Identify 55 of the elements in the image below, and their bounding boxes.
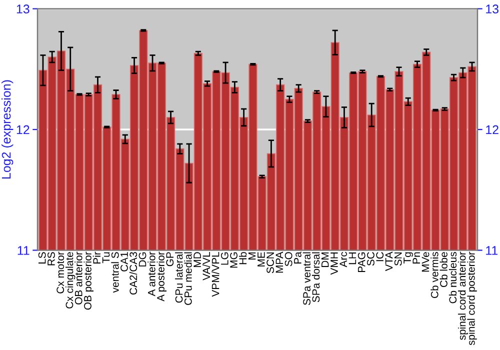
x-tick-label: PAG <box>358 252 366 272</box>
x-tick-label: SN <box>394 252 402 266</box>
x-tick-label: CA1 <box>120 252 128 272</box>
x-tick-label: Tu <box>102 252 110 264</box>
x-tick-label: LS <box>38 252 46 264</box>
x-tick-label: Arc <box>340 252 348 268</box>
x-tick-label: RS <box>48 252 55 266</box>
y2-tick-label: 13 <box>486 4 498 14</box>
x-tick-label: spinal cord posterior <box>467 252 477 346</box>
y-tick-label: 12 <box>16 125 30 134</box>
x-tick-label: Pa <box>294 252 302 264</box>
x-tick-label: SPa dorsal <box>312 252 320 302</box>
x-tick-label: M <box>248 252 256 260</box>
x-tick-label: CPu lateral <box>175 252 183 303</box>
x-tick-label: IC <box>376 252 384 262</box>
x-tick-label: MG <box>230 252 238 268</box>
y2-tick-label: 12 <box>486 125 498 134</box>
x-tick-label: MVe <box>422 252 430 272</box>
x-tick-label: OB anterior <box>74 252 82 304</box>
y-tick-label: 11 <box>18 246 30 255</box>
x-tick-label: VMH <box>330 252 338 275</box>
y-tick-label: 13 <box>16 4 30 14</box>
x-tick-label: Pn <box>412 252 420 264</box>
x-tick-label: SC <box>367 252 374 266</box>
x-tick-label: ME <box>258 252 265 266</box>
x-tick-label: Cb lobe <box>440 252 448 288</box>
x-tick-label: ventral S <box>111 252 119 293</box>
x-tick-label: SCN <box>266 252 274 274</box>
x-tick-label: spinal cord anterior <box>458 252 468 340</box>
x-tick-label: VA/VL <box>202 252 210 280</box>
x-tick-label: LG <box>220 252 228 265</box>
x-tick-label: DG <box>138 252 146 266</box>
y-axis-title: Log2 (expression) <box>2 80 14 178</box>
x-tick-label: Cb nucleus <box>448 252 457 304</box>
x-tick-label: Cx motor <box>56 252 64 294</box>
x-tick-label: LH <box>348 252 356 264</box>
x-tick-label: SPa ventral <box>302 252 311 306</box>
x-tick-label: GP <box>166 252 174 266</box>
x-tick-label: Tg <box>404 252 413 264</box>
x-tick-label: Hb <box>238 252 247 264</box>
x-tick-label: A posterior <box>156 252 167 302</box>
x-tick-label: Cx cingulate <box>66 252 76 308</box>
x-tick-label: MD <box>194 252 201 267</box>
x-tick-label: Pir <box>92 252 100 264</box>
x-tick-label: VTA <box>385 252 393 272</box>
x-tick-label: A anterior <box>148 252 156 296</box>
x-tick-label: VPM/VPL <box>212 252 220 297</box>
x-tick-label: OB posterior <box>84 252 94 310</box>
x-tick-label: CA2/CA3 <box>129 252 138 295</box>
x-tick-label: MPA <box>276 252 284 273</box>
x-tick-label: CPu medial <box>184 252 192 305</box>
y2-tick-label: 11 <box>486 246 498 255</box>
x-tick-label: DM <box>321 252 329 267</box>
x-tick-label: SO <box>284 252 292 266</box>
x-tick-label: Cb vermis <box>430 252 438 298</box>
